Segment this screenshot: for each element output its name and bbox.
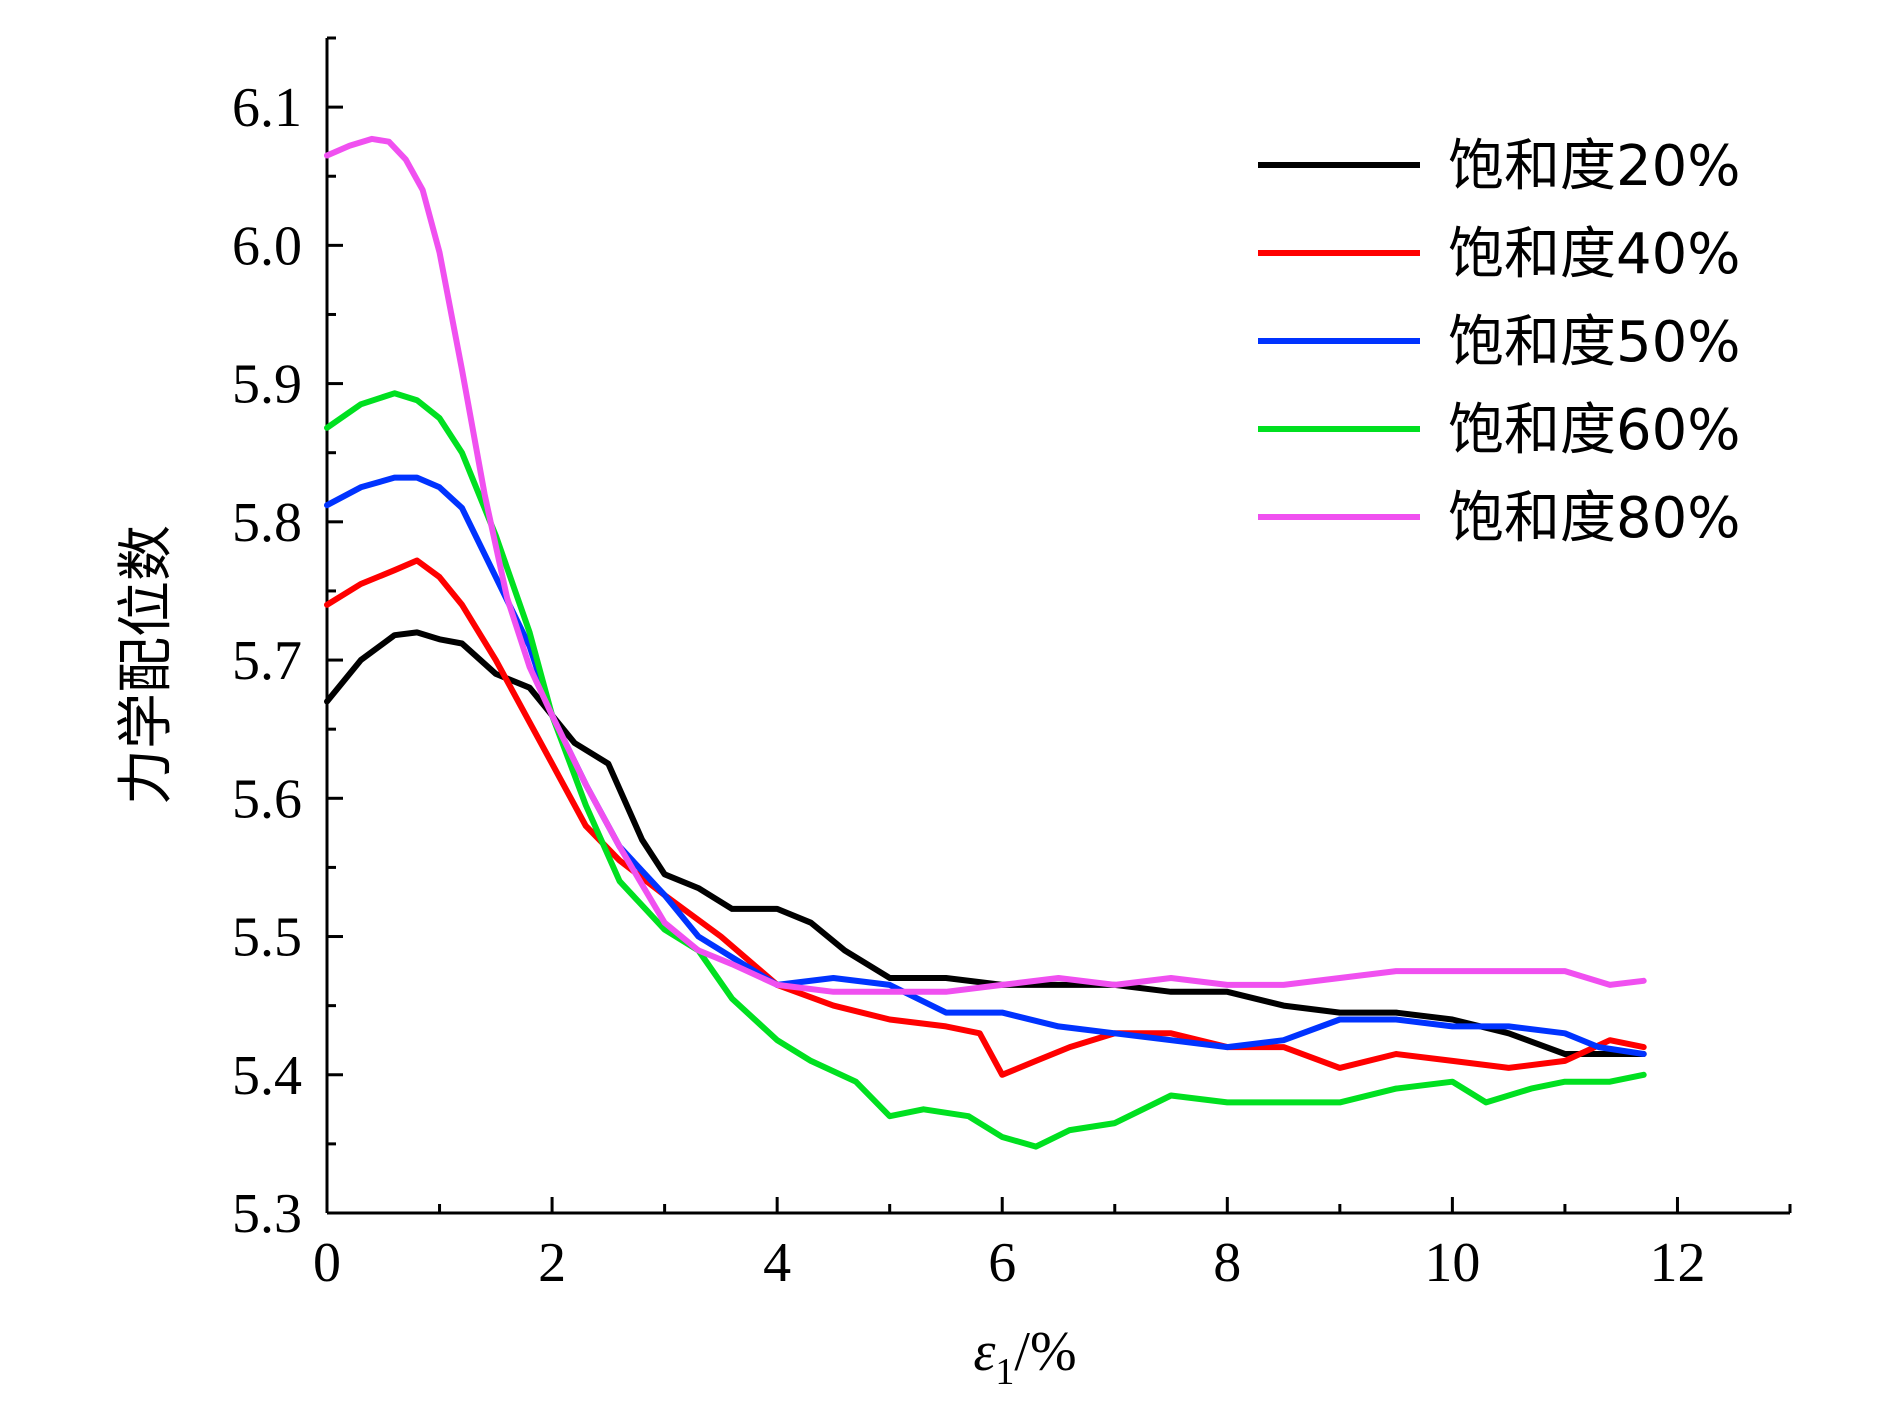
x-tick-label: 10 — [1424, 1232, 1480, 1294]
x-tick-label: 8 — [1213, 1232, 1241, 1294]
y-tick-label: 5.7 — [232, 630, 302, 692]
y-tick-label: 6.0 — [232, 215, 302, 277]
y-tick-label: 5.3 — [232, 1183, 302, 1245]
x-axis-symbol: ε — [973, 1321, 996, 1383]
legend-label-2: 饱和度40% — [1448, 222, 1740, 287]
series-line-4 — [324, 390, 1647, 1150]
y-tick-label: 5.9 — [232, 354, 302, 416]
y-axis-title: 力学配位数 — [116, 525, 178, 805]
y-tick-label: 5.5 — [232, 907, 302, 969]
x-tick-label: 6 — [988, 1232, 1016, 1294]
y-tick-label: 6.1 — [232, 77, 302, 139]
y-tick-label: 5.4 — [232, 1045, 302, 1107]
legend-label-5: 饱和度80% — [1448, 486, 1740, 551]
y-tick-label: 5.8 — [232, 492, 302, 554]
x-axis-title: ε1/% — [973, 1321, 1076, 1393]
axes — [325, 36, 1792, 1215]
legend-label-1: 饱和度20% — [1448, 134, 1740, 199]
x-tick-label: 2 — [538, 1232, 566, 1294]
y-tick-label: 5.6 — [232, 768, 302, 830]
series-line-3 — [324, 474, 1647, 1057]
x-tick-label: 0 — [313, 1232, 341, 1294]
legend: 饱和度20% 饱和度40% 饱和度50% 饱和度60% 饱和度80% — [1258, 134, 1740, 551]
x-tick-label: 4 — [763, 1232, 791, 1294]
tick-labels: 0 2 4 6 8 10 12 5.3 5.4 5.5 5.6 5.7 5.8 5.9 6.0 6.1 — [232, 77, 1705, 1294]
x-tick-label: 12 — [1649, 1232, 1705, 1294]
series-line-1 — [324, 629, 1647, 1057]
x-axis-subscript: 1 — [995, 1351, 1014, 1393]
legend-label-4: 饱和度60% — [1448, 398, 1740, 463]
x-axis-unit: /% — [1014, 1321, 1076, 1383]
series-line-5 — [324, 135, 1647, 995]
legend-label-3: 饱和度50% — [1448, 310, 1740, 375]
series-line-2 — [324, 557, 1647, 1078]
plot-area — [324, 135, 1647, 1150]
